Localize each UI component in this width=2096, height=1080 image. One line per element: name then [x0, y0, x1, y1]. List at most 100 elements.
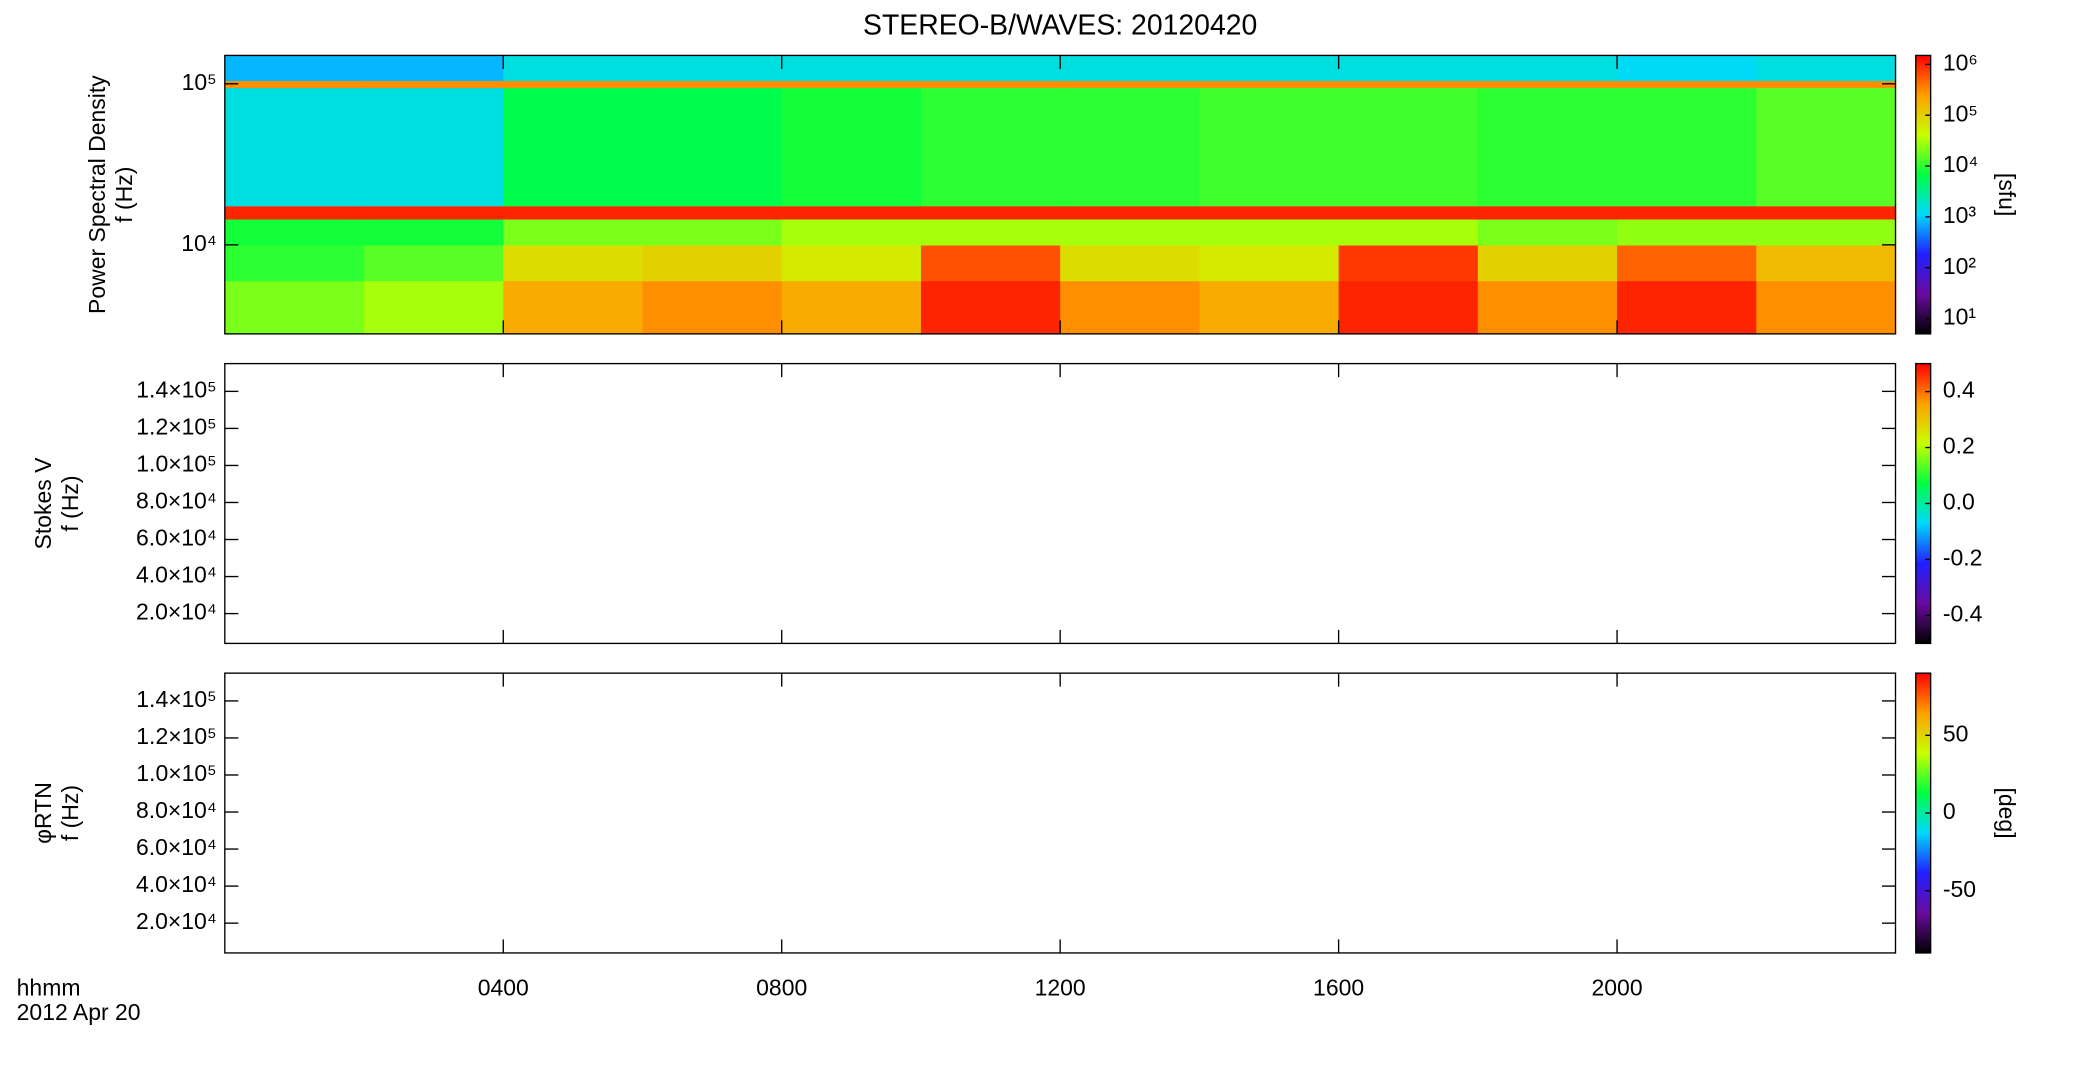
y-tick-label: 6.0×10⁴ [136, 525, 217, 551]
heatmap-cell [920, 280, 1061, 335]
heatmap-cell [1199, 80, 1340, 89]
heatmap-cell [1338, 280, 1479, 335]
heatmap-cell [920, 87, 1061, 207]
y-axis-label: f (Hz) [57, 785, 83, 841]
x-tick-label: 2000 [1592, 974, 1643, 1000]
colorbar-tick-label: 10⁴ [1943, 151, 1978, 177]
heatmap-cell [224, 80, 365, 89]
heatmap-cell [224, 205, 365, 220]
y-tick-label: 1.0×10⁵ [136, 760, 216, 786]
colorbar-tick-label: 50 [1943, 720, 1969, 746]
heatmap-cell [503, 205, 644, 220]
heatmap-cell [1756, 87, 1897, 207]
x-tick-label: 0400 [478, 974, 529, 1000]
y-tick-label: 10⁵ [182, 69, 217, 95]
heatmap-cell [781, 80, 922, 89]
y-tick-label: 8.0×10⁴ [136, 488, 217, 514]
heatmap-cell [920, 205, 1061, 220]
heatmap-cell [1477, 280, 1618, 335]
y-tick-label: 2.0×10⁴ [136, 908, 217, 934]
heatmap-cell [781, 244, 922, 282]
colorbar-tick-label: 0.4 [1943, 377, 1975, 403]
heatmap-cell [1338, 244, 1479, 282]
y-axis-label: Stokes V [30, 457, 56, 550]
colorbar-tick-label: 10⁶ [1943, 49, 1978, 75]
heatmap-cell [1199, 55, 1340, 82]
heatmap-cell [1477, 244, 1618, 282]
heatmap-cell [1060, 80, 1201, 89]
heatmap-cell [364, 218, 504, 246]
y-tick-label: 6.0×10⁴ [136, 834, 217, 860]
heatmap-cell [642, 55, 783, 82]
heatmap-cell [503, 218, 644, 246]
heatmap-cell [1617, 218, 1757, 246]
x-tick-label: 1600 [1313, 974, 1364, 1000]
heatmap-cell [364, 205, 504, 220]
colorbar-label: [sfu] [1994, 173, 2020, 216]
heatmap-cell [503, 244, 644, 282]
heatmap-cell [224, 218, 365, 246]
heatmap-cell [1617, 280, 1757, 335]
heatmap-cell [1477, 87, 1618, 207]
heatmap-cell [781, 55, 922, 82]
heatmap-cell [1199, 218, 1340, 246]
chart-title: STEREO-B/WAVES: 20120420 [863, 10, 1257, 42]
y-tick-label: 8.0×10⁴ [136, 797, 217, 823]
heatmap-cell [642, 87, 783, 207]
heatmap-cell [781, 218, 922, 246]
heatmap-cell [1617, 244, 1757, 282]
heatmap-cell [1060, 244, 1201, 282]
heatmap-cell [642, 280, 783, 335]
heatmap-cell [1477, 218, 1618, 246]
x-axis-label: hhmm [17, 974, 81, 1000]
colorbar-tick-label: 10¹ [1943, 304, 1977, 330]
heatmap-cell [920, 55, 1061, 82]
heatmap-cell [1199, 244, 1340, 282]
heatmap-cell [224, 87, 365, 207]
heatmap-cell [781, 280, 922, 335]
heatmap-cell [1477, 205, 1618, 220]
colorbar-tick-label: 0 [1943, 798, 1956, 824]
x-tick-label: 0800 [756, 974, 807, 1000]
y-tick-label: 1.4×10⁵ [136, 686, 216, 712]
y-tick-label: 1.4×10⁵ [136, 376, 216, 402]
x-axis-sublabel: 2012 Apr 20 [17, 999, 141, 1025]
y-tick-label: 4.0×10⁴ [136, 562, 217, 588]
y-axis-label: φRTN [30, 782, 56, 844]
heatmap-cell [1199, 205, 1340, 220]
heatmap-cell [781, 87, 922, 207]
heatmap-cell [1756, 244, 1897, 282]
heatmap-cell [1477, 80, 1618, 89]
heatmap-cell [1756, 80, 1897, 89]
heatmap-cell [224, 280, 365, 335]
heatmap-cell [1199, 87, 1340, 207]
heatmap-cell [1199, 280, 1340, 335]
colorbar [1915, 54, 1932, 335]
y-tick-label: 1.2×10⁵ [136, 723, 216, 749]
heatmap-cell [1338, 218, 1479, 246]
heatmap-cell [1060, 55, 1201, 82]
colorbar-tick-label: -50 [1943, 876, 1976, 902]
heatmap-cell [503, 87, 644, 207]
heatmap-cell [781, 205, 922, 220]
heatmap-cell [1338, 80, 1479, 89]
y-tick-label: 2.0×10⁴ [136, 599, 217, 625]
heatmap-cell [1756, 205, 1897, 220]
heatmap-cell [642, 205, 783, 220]
y-tick-label: 4.0×10⁴ [136, 871, 217, 897]
heatmap-cell [920, 244, 1061, 282]
heatmap-cell [1617, 205, 1757, 220]
heatmap-cell [364, 244, 504, 282]
colorbar-tick-label: 10² [1943, 253, 1977, 279]
heatmap-cell [1060, 218, 1201, 246]
y-tick-label: 10⁴ [181, 230, 216, 256]
heatmap-cell [642, 218, 783, 246]
heatmap-cell [503, 280, 644, 335]
x-tick-label: 1200 [1035, 974, 1086, 1000]
colorbar-tick-label: -0.2 [1943, 545, 1983, 571]
y-axis-label: Power Spectral Density [84, 75, 110, 314]
heatmap-cell [1756, 218, 1897, 246]
heatmap-cell [1617, 55, 1757, 82]
